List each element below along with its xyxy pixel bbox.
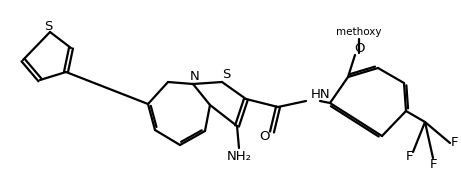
Text: S: S [44,20,52,33]
Text: F: F [429,158,437,170]
Text: F: F [405,151,413,163]
Text: O: O [259,130,269,144]
Text: HN: HN [311,88,331,100]
Text: S: S [222,68,230,82]
Text: NH₂: NH₂ [226,150,252,162]
Text: N: N [190,71,200,83]
Text: F: F [450,136,458,149]
Text: O: O [354,43,364,56]
Text: methoxy: methoxy [336,27,382,37]
